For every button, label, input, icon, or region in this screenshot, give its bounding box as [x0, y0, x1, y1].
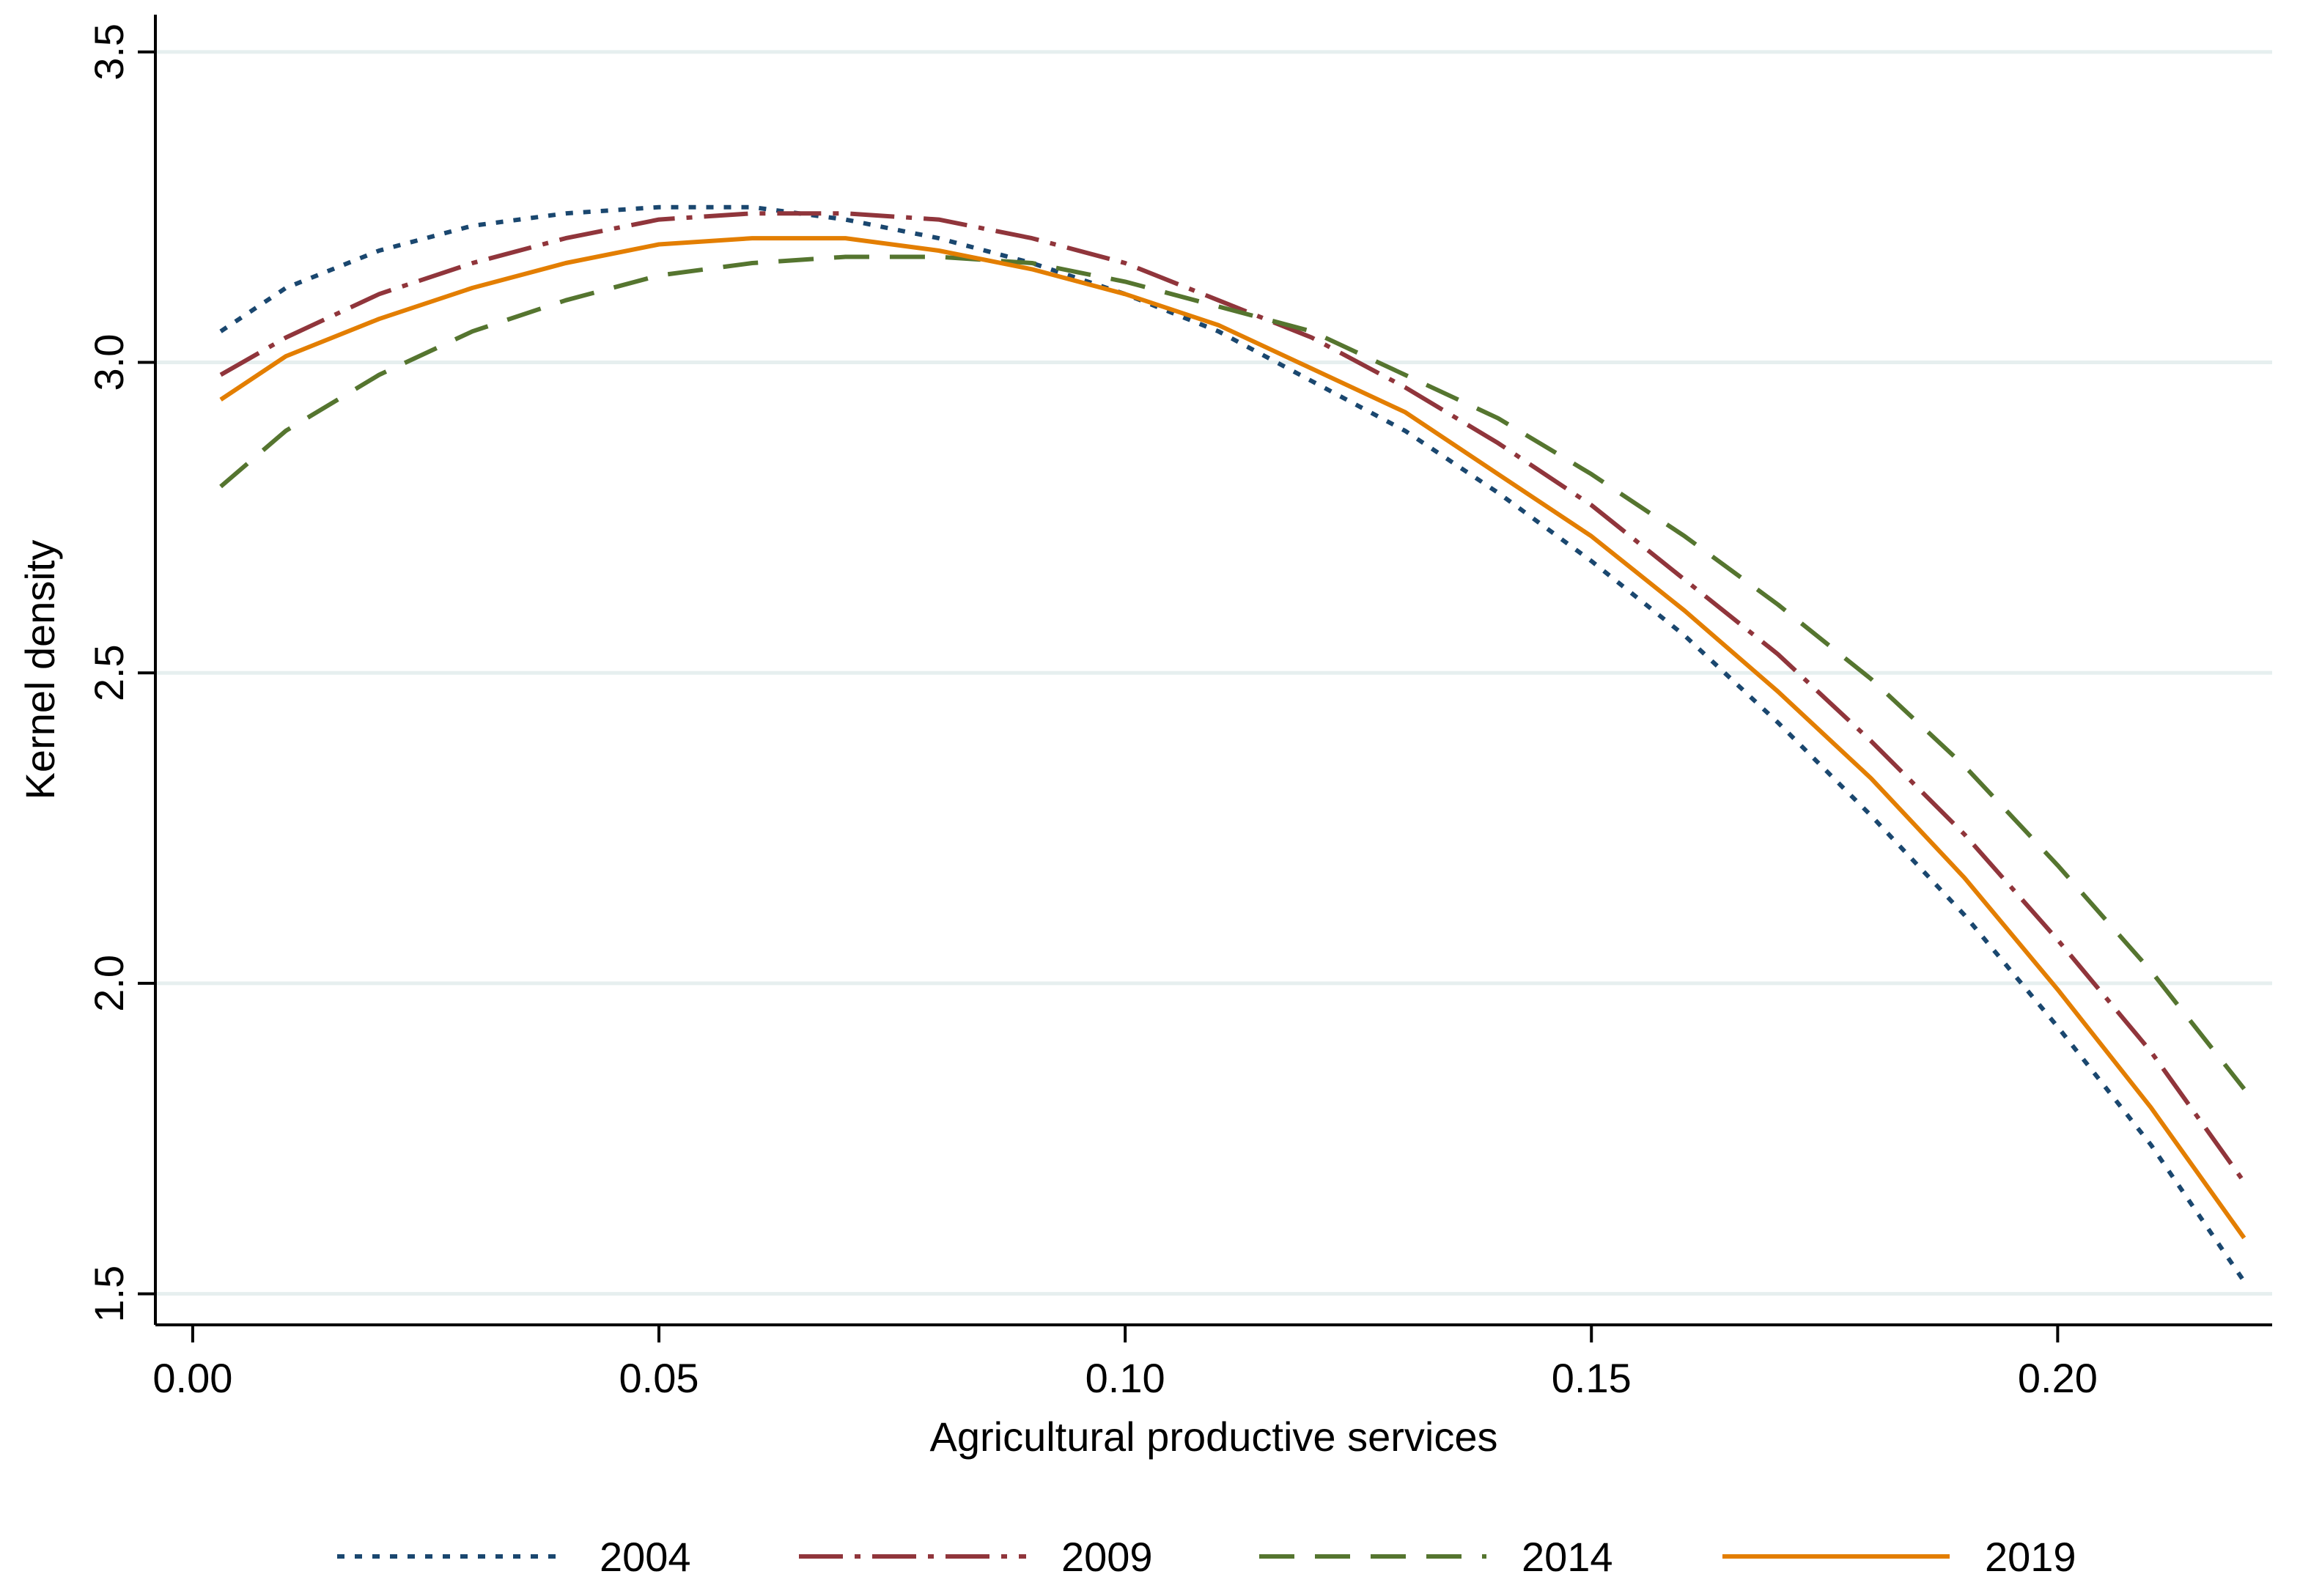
y-tick-label: 1.5 — [86, 1266, 132, 1323]
legend-label-2009: 2009 — [1061, 1534, 1153, 1580]
x-axis-title: Agricultural productive services — [930, 1414, 1498, 1460]
series-line-2014 — [219, 254, 2246, 1090]
x-axis-ticks: 0.00 0.05 0.10 0.15 0.20 — [152, 1325, 2098, 1401]
x-tick-label: 0.00 — [152, 1355, 232, 1401]
x-tick-label: 0.10 — [1086, 1355, 1165, 1401]
series-line-2009 — [219, 211, 2246, 1183]
legend-label-2019: 2019 — [1985, 1534, 2076, 1580]
y-tick-label: 2.0 — [86, 955, 132, 1012]
series-line-2019 — [219, 236, 2246, 1240]
x-tick-label: 0.05 — [619, 1355, 699, 1401]
series-lines — [219, 204, 2246, 1283]
legend-label-2004: 2004 — [600, 1534, 691, 1580]
y-axis-ticks: 1.5 2.0 2.5 3.0 3.5 — [86, 23, 155, 1323]
y-tick-label: 3.0 — [86, 334, 132, 391]
x-tick-label: 0.15 — [1552, 1355, 1632, 1401]
y-axis-title: Kernel density — [17, 540, 63, 800]
x-tick-label: 0.20 — [2018, 1355, 2098, 1401]
y-tick-label: 2.5 — [86, 644, 132, 701]
y-tick-label: 3.5 — [86, 23, 132, 81]
legend-label-2014: 2014 — [1522, 1534, 1613, 1580]
axes — [154, 15, 2272, 1326]
legend: 2004 2009 2014 2019 — [337, 1534, 2076, 1580]
gridlines — [155, 50, 2272, 1296]
series-line-2004 — [219, 204, 2246, 1283]
